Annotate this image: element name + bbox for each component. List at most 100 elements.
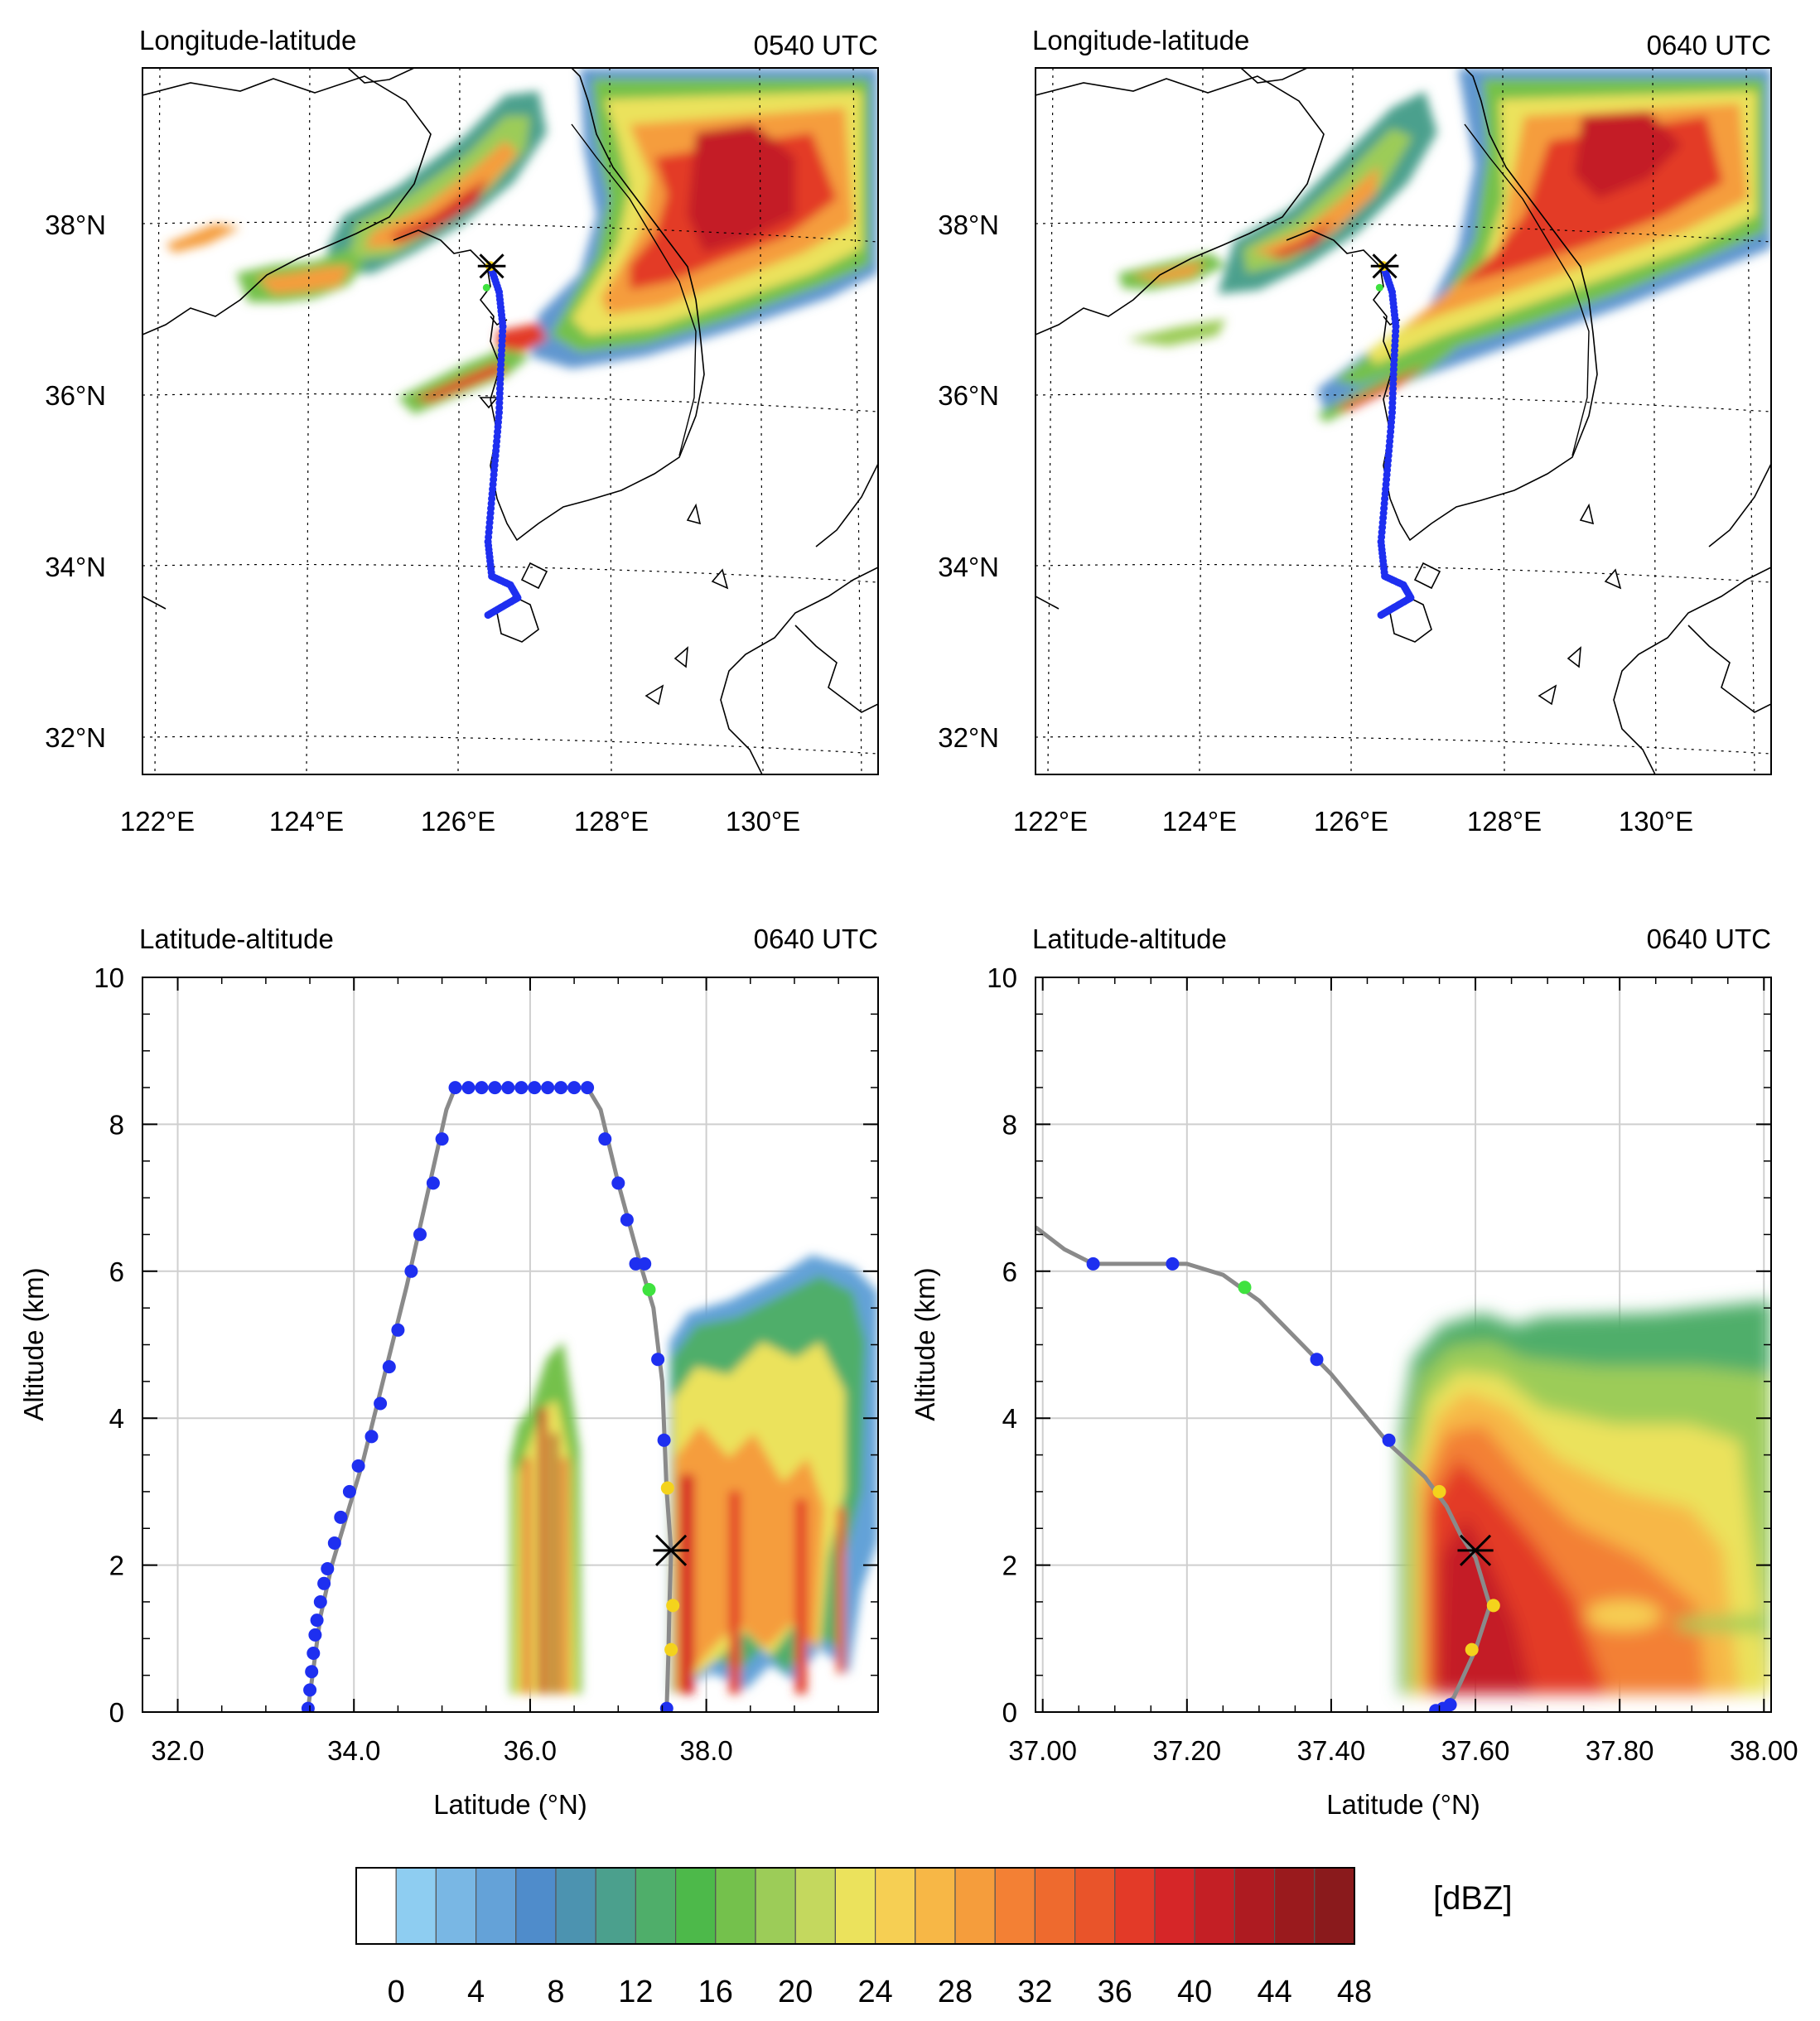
trajectory-point: [554, 1081, 568, 1095]
trajectory-point: [488, 1081, 502, 1095]
trajectory-point: [391, 1323, 405, 1337]
trajectory-point: [1086, 1256, 1100, 1271]
trajectory-point: [642, 1283, 656, 1296]
x-tick-label: 38.0: [680, 1735, 733, 1766]
colorbar-swatch: [395, 1867, 437, 1945]
graticule: [1036, 68, 1771, 774]
colorbar-labels: 0 4 8 12 16 20 24 28 32 36 40 44 48: [388, 1975, 1373, 2009]
axis-ticks: 37.00 37.20 37.40 37.60 37.80 38.00 0 2 4 6 8 10: [987, 962, 1798, 1766]
panel-title-left: Longitude-latitude: [1032, 25, 1249, 55]
colorbar-swatch: [1273, 1867, 1316, 1945]
colorbar-swatch: [755, 1867, 796, 1945]
radar-reflectivity-field: [1118, 68, 1771, 422]
trajectory-point: [666, 1599, 680, 1613]
panel-title-right: 0640 UTC: [754, 924, 878, 954]
lon-tick-label: 128°E: [574, 806, 649, 837]
trajectory-point: [660, 1481, 674, 1495]
lat-tick-label: 36°N: [938, 380, 999, 411]
trajectory-point: [404, 1264, 418, 1278]
lat-tick-labels: 32°N 34°N 36°N 38°N: [938, 210, 999, 753]
trajectory-dot: [482, 283, 490, 292]
colorbar-swatch: [1314, 1867, 1355, 1945]
lon-tick-label: 122°E: [1013, 806, 1088, 837]
lat-tick-label: 34°N: [938, 552, 999, 582]
colorbar-swatch: [674, 1867, 717, 1945]
colorbar-swatch: [1034, 1867, 1076, 1945]
trajectory-point: [1432, 1484, 1446, 1498]
trajectory-point: [657, 1433, 671, 1447]
radar-reflectivity-field: [166, 68, 878, 414]
colorbar-swatch: [515, 1867, 557, 1945]
colorbar-swatch: [794, 1867, 837, 1945]
map-panel-0640: Longitude-latitude 0640 UTC: [938, 25, 1772, 837]
lon-tick-label: 126°E: [421, 806, 495, 837]
section-panel-wide: Latitude-altitude 0640 UTC: [18, 924, 879, 1820]
graticule: [142, 68, 878, 774]
colorbar-label: 32: [1017, 1975, 1052, 2009]
panel-title-left: Latitude-altitude: [1032, 924, 1227, 954]
colorbar-label: 8: [547, 1975, 564, 2009]
colorbar-swatch: [355, 1867, 397, 1945]
lat-tick-label: 32°N: [938, 722, 999, 753]
trajectory-point: [581, 1081, 595, 1095]
trajectory-point: [651, 1353, 665, 1367]
colorbar-swatch: [1154, 1867, 1195, 1945]
colorbar-swatch: [954, 1867, 996, 1945]
trajectory-point: [620, 1213, 634, 1227]
map-panel-0540: Longitude-latitude 0540 UTC: [45, 25, 879, 837]
lat-tick-label: 38°N: [938, 210, 999, 240]
trajectory-point: [638, 1256, 652, 1271]
trajectory-point: [321, 1562, 335, 1575]
y-tick-label: 10: [94, 962, 124, 993]
lon-tick-label: 122°E: [120, 806, 195, 837]
y-tick-label: 0: [109, 1697, 124, 1728]
colorbar-swatch: [435, 1867, 477, 1945]
location-cross-marker: [1457, 1534, 1494, 1566]
colorbar-frame: [355, 1867, 1355, 1945]
trajectory-point: [374, 1396, 388, 1411]
trajectory-point: [426, 1176, 440, 1190]
lon-tick-label: 124°E: [1162, 806, 1237, 837]
y-tick-label: 6: [1002, 1256, 1017, 1287]
trajectory-point: [659, 1701, 673, 1712]
colorbar-swatch: [994, 1867, 1036, 1945]
trajectory-dots: [1370, 253, 1415, 620]
colorbar-swatches: [355, 1867, 1355, 1945]
trajectory-point: [435, 1132, 449, 1146]
trajectory-point: [334, 1510, 348, 1524]
x-tick-label: 37.40: [1297, 1735, 1366, 1766]
trajectory-point: [327, 1536, 341, 1550]
map-frame: [1035, 67, 1772, 775]
colorbar-label: 44: [1257, 1975, 1291, 2009]
trajectory-points: [1086, 1256, 1500, 1712]
x-tick-label: 34.0: [327, 1735, 380, 1766]
y-tick-label: 2: [1002, 1551, 1017, 1581]
x-tick-label: 37.80: [1586, 1735, 1654, 1766]
lat-tick-label: 34°N: [45, 552, 106, 582]
colorbar-swatch: [1074, 1867, 1116, 1945]
location-cross-marker: [653, 1534, 689, 1566]
y-tick-label: 4: [109, 1403, 124, 1434]
panel-title-right: 0640 UTC: [1647, 30, 1771, 60]
trajectory-point: [611, 1176, 625, 1190]
section-panel-zoom: Latitude-altitude 0640 UTC 37.00 37.20 37.…: [910, 924, 1798, 1820]
lon-tick-label: 124°E: [269, 806, 344, 837]
trajectory-point: [1382, 1433, 1396, 1447]
colorbar-label: 36: [1098, 1975, 1132, 2009]
panel-title-right: 0640 UTC: [1647, 924, 1771, 954]
lon-tick-label: 130°E: [726, 806, 800, 837]
x-tick-label: 37.20: [1153, 1735, 1222, 1766]
trajectory-point: [1465, 1642, 1479, 1657]
trajectory-point: [598, 1132, 612, 1146]
colorbar-swatch: [874, 1867, 916, 1945]
trajectory-point: [541, 1081, 555, 1095]
y-tick-label: 4: [1002, 1403, 1017, 1434]
colorbar-label: 0: [388, 1975, 405, 2009]
trajectory-point: [1238, 1281, 1252, 1295]
colorbar-label: 48: [1337, 1975, 1372, 2009]
x-tick-label: 36.0: [504, 1735, 557, 1766]
trajectory-point: [301, 1701, 315, 1712]
y-tick-label: 8: [109, 1109, 124, 1140]
trajectory-point: [1310, 1353, 1324, 1367]
